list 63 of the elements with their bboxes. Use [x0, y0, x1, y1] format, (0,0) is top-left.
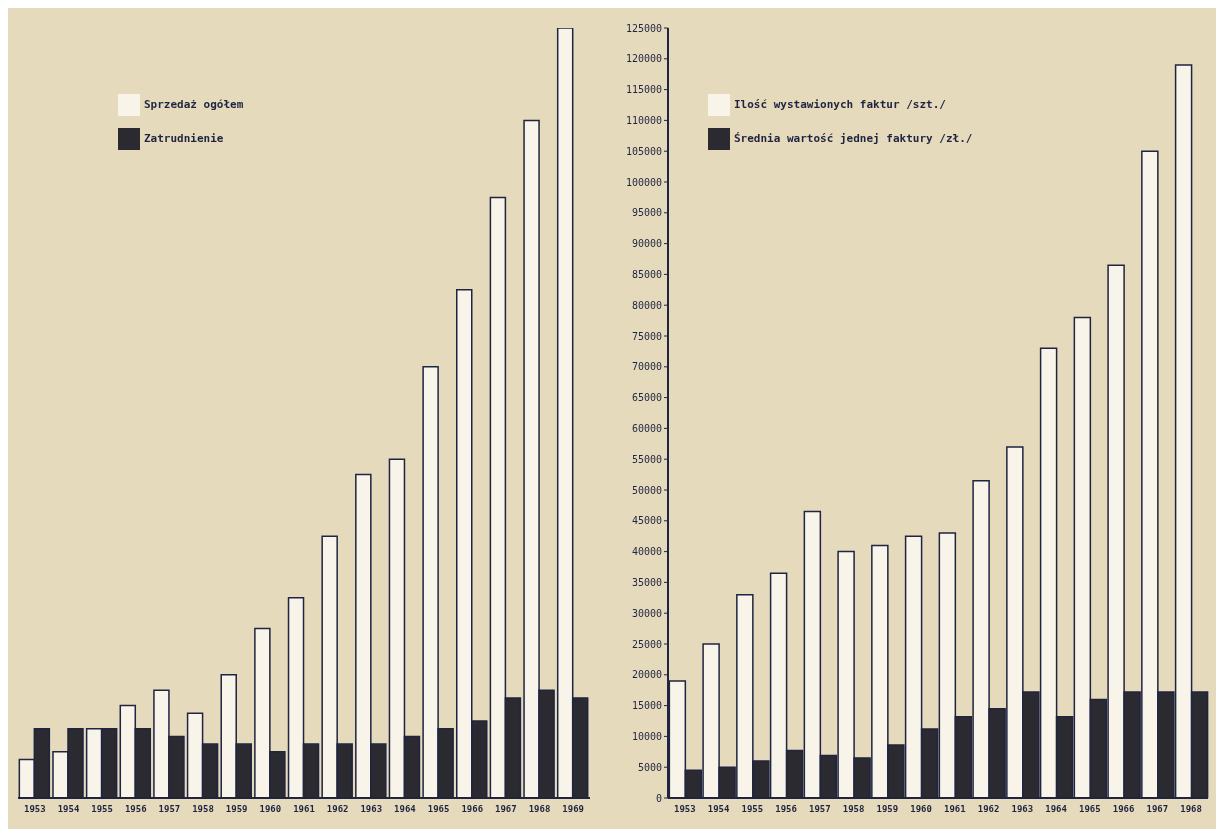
- x-tick-label: 1963: [1011, 804, 1034, 815]
- x-tick-label: 1963: [360, 804, 383, 815]
- y-tick-label: 120000: [625, 53, 662, 65]
- x-tick-label: 1961: [293, 804, 315, 815]
- x-tick-label: 1969: [562, 804, 585, 815]
- y-tick-label: 40000: [631, 546, 662, 558]
- legend-label: Ilość wystawionych faktur /szt./: [734, 98, 946, 111]
- x-tick-label: 1967: [1146, 804, 1169, 815]
- y-tick-label: 65000: [631, 392, 662, 404]
- x-tick-label: 1956: [775, 804, 797, 815]
- y-tick-label: 75000: [631, 330, 662, 342]
- x-tick-label: 1956: [124, 804, 147, 815]
- x-tick-label: 1968: [1180, 804, 1202, 815]
- y-tick-label: 10000: [631, 730, 662, 742]
- y-tick-label: 45000: [631, 515, 662, 527]
- x-tick-label: 1966: [461, 804, 484, 815]
- x-tick-label: 1959: [876, 804, 899, 815]
- x-tick-label: 1953: [674, 804, 696, 815]
- x-tick-label: 1961: [944, 804, 966, 815]
- legend-label: Sprzedaż ogółem: [144, 98, 244, 111]
- y-tick-label: 105000: [625, 145, 662, 157]
- x-tick-label: 1962: [326, 804, 349, 815]
- y-tick-label: 90000: [631, 238, 662, 250]
- y-tick-label: 95000: [631, 207, 662, 219]
- x-tick-label: 1966: [1112, 804, 1135, 815]
- legend-label: Średnia wartość jednej faktury /zł./: [734, 132, 973, 145]
- y-tick-label: 5000: [637, 761, 662, 773]
- y-tick-label: 0: [655, 792, 662, 804]
- x-tick-label: 1959: [225, 804, 248, 815]
- x-tick-label: 1957: [809, 804, 831, 815]
- x-tick-label: 1965: [427, 804, 450, 815]
- x-tick-label: 1954: [707, 804, 731, 815]
- x-tick-label: 1965: [1079, 804, 1101, 815]
- y-tick-label: 115000: [625, 84, 662, 96]
- y-tick-label: 20000: [631, 669, 662, 681]
- x-tick-label: 1954: [57, 804, 80, 815]
- x-tick-label: 1960: [910, 804, 932, 815]
- x-tick-label: 1958: [192, 804, 214, 815]
- x-tick-label: 1967: [495, 804, 517, 815]
- x-tick-label: 1968: [528, 804, 551, 815]
- y-tick-label: 55000: [631, 453, 662, 465]
- x-tick-label: 1964: [1045, 804, 1068, 815]
- y-tick-label: 30000: [631, 607, 662, 619]
- y-tick-label: 85000: [631, 268, 662, 280]
- x-tick-label: 1960: [259, 804, 282, 815]
- y-tick-label: 80000: [631, 299, 662, 311]
- x-tick-label: 1958: [842, 804, 865, 815]
- y-tick-label: 35000: [631, 576, 662, 588]
- y-tick-label: 50000: [631, 484, 662, 496]
- y-tick-label: 25000: [631, 638, 662, 650]
- y-tick-label: 100000: [625, 176, 662, 188]
- x-tick-label: 1955: [741, 804, 764, 815]
- legend-label: Zatrudnienie: [144, 132, 224, 145]
- x-tick-label: 1962: [977, 804, 1000, 815]
- x-tick-label: 1953: [23, 804, 46, 815]
- y-tick-label: 110000: [625, 114, 662, 126]
- x-tick-label: 1964: [394, 804, 417, 815]
- y-tick-label: 125000: [625, 22, 662, 34]
- y-tick-label: 70000: [631, 361, 662, 373]
- x-tick-label: 1955: [91, 804, 113, 815]
- y-tick-label: 60000: [631, 422, 662, 434]
- x-tick-label: 1957: [158, 804, 181, 815]
- y-tick-label: 15000: [631, 700, 662, 712]
